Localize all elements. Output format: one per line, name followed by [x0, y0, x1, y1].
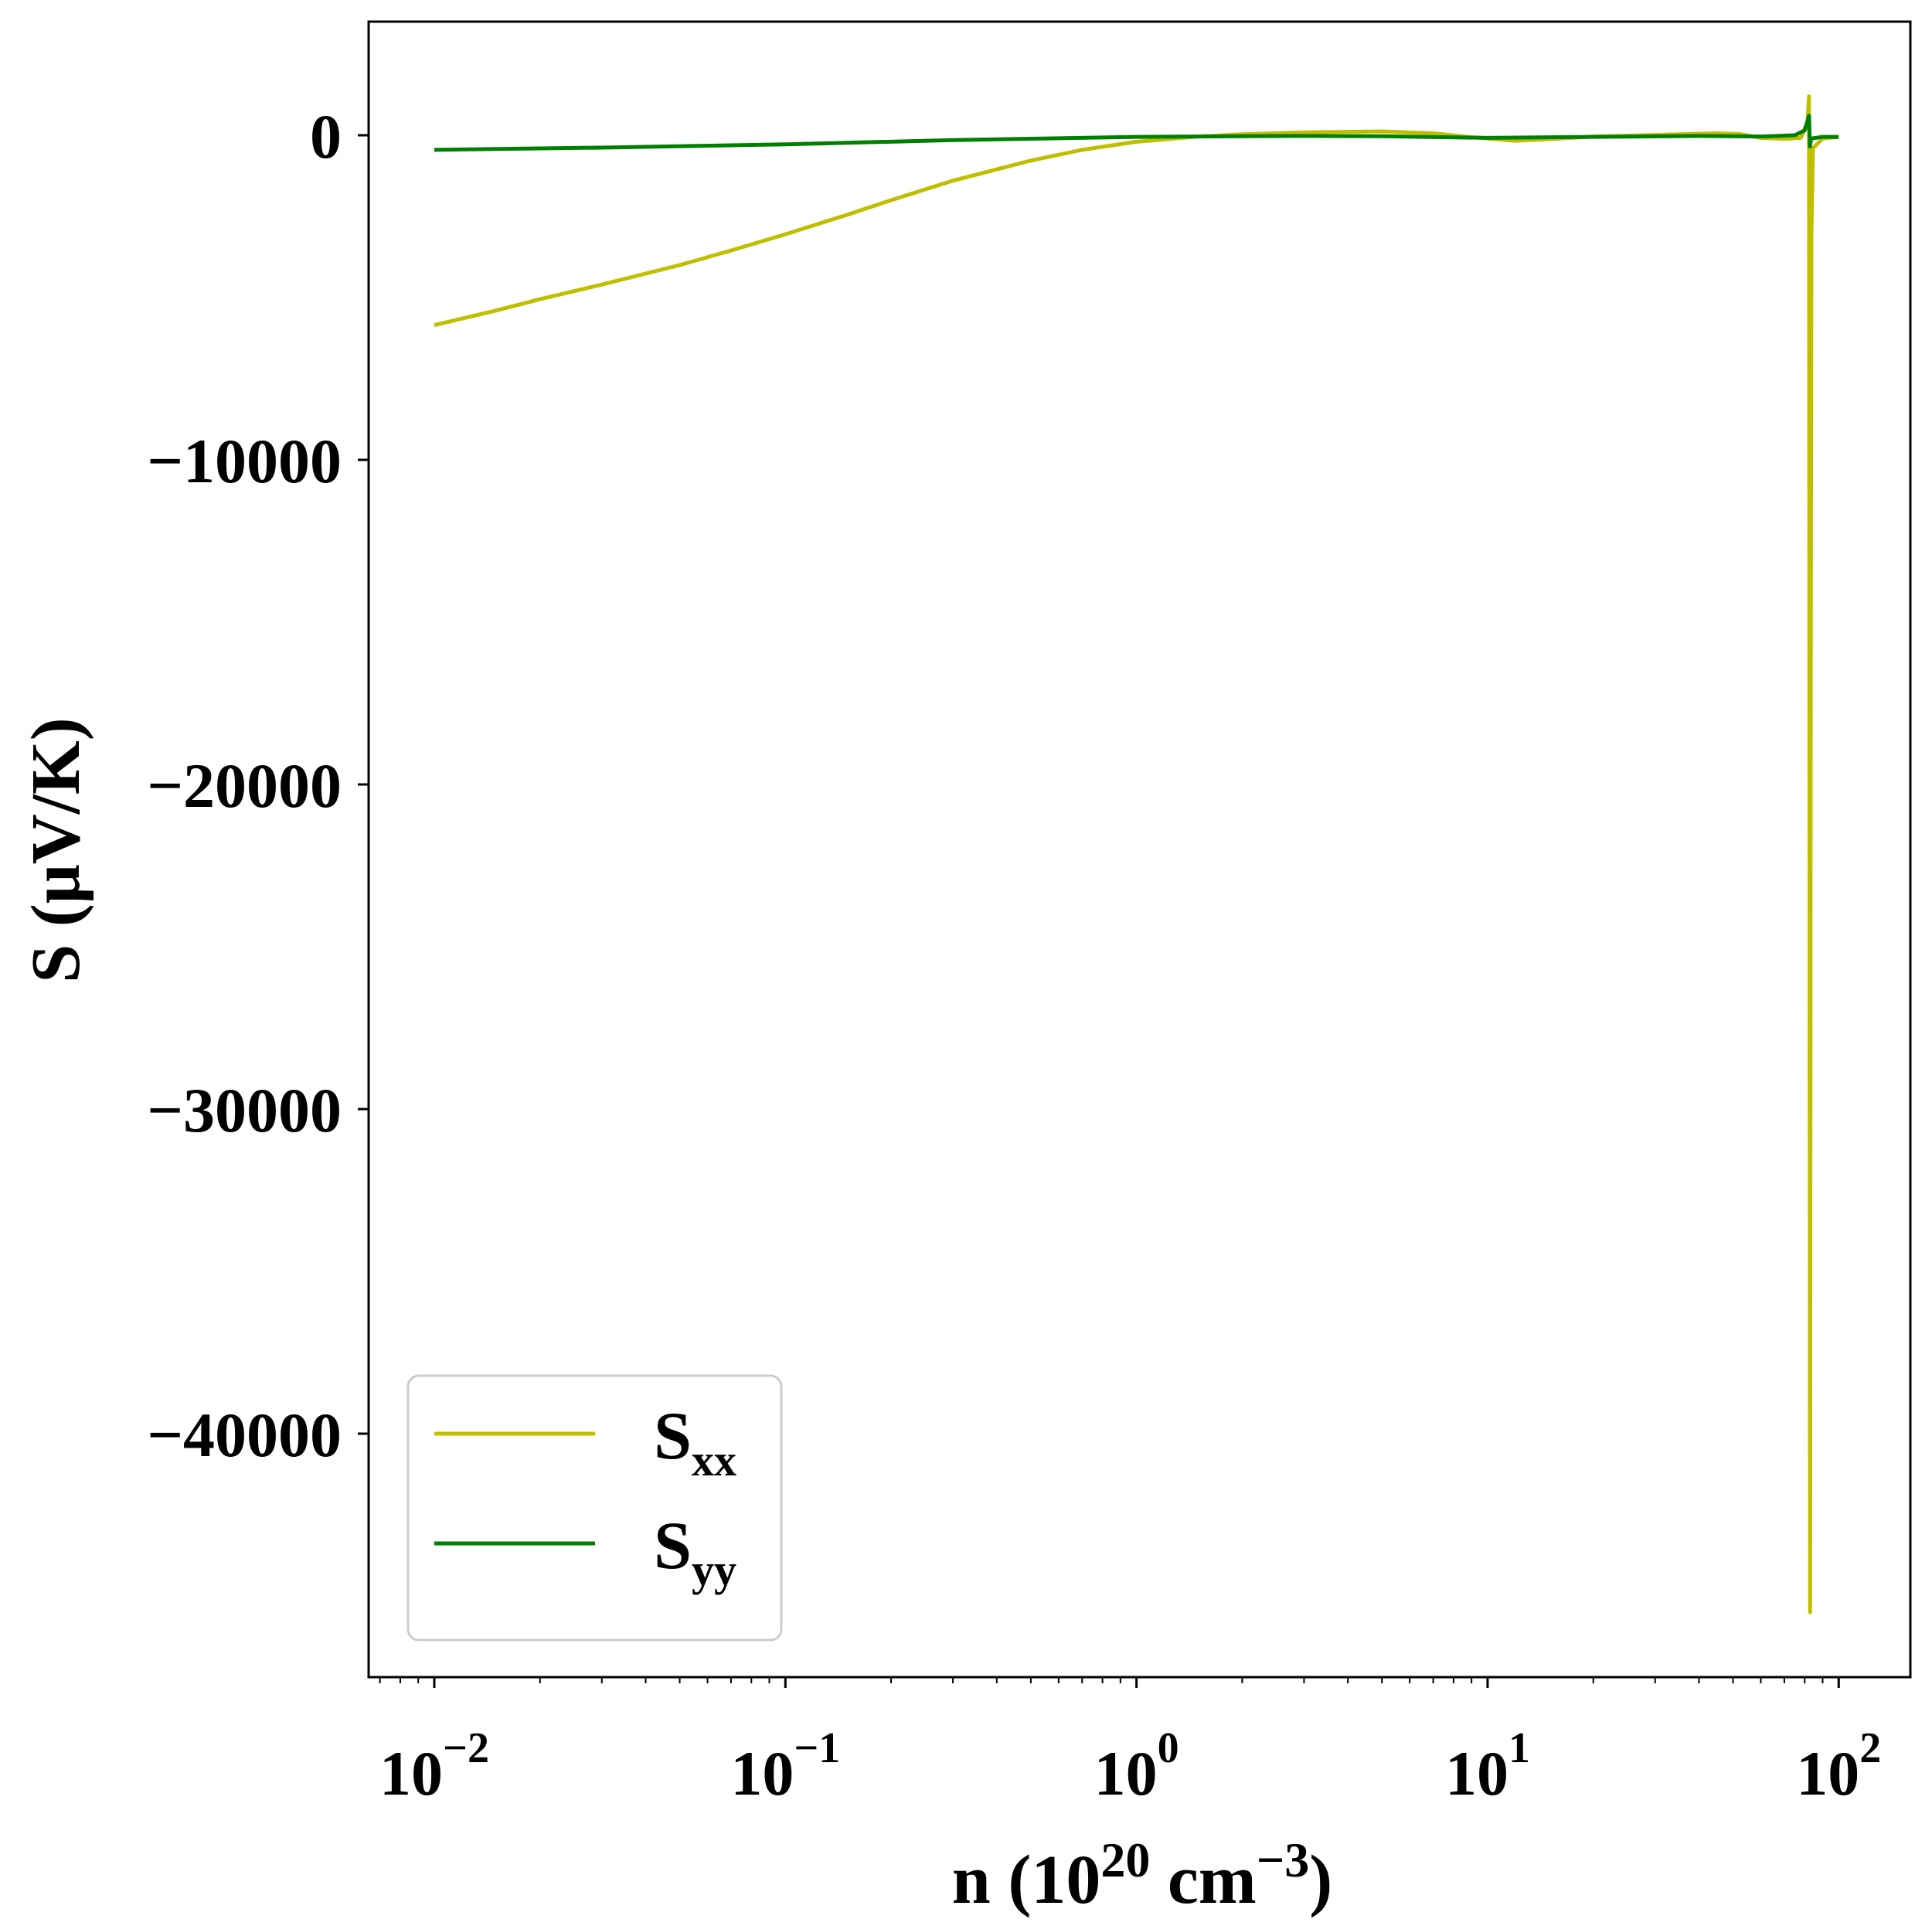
y-tick-label: −40000 [147, 1400, 342, 1470]
y-tick-label: −20000 [147, 750, 342, 821]
legend-label: Sxx [654, 1399, 736, 1485]
x-tick-label: 10−1 [730, 1724, 840, 1809]
legend-label: Syy [654, 1509, 736, 1595]
x-tick-label: 10−2 [379, 1724, 489, 1809]
y-tick-label: 0 [310, 101, 342, 172]
x-tick-label: 100 [1094, 1724, 1179, 1809]
x-tick-label: 101 [1445, 1724, 1530, 1809]
plot-frame [367, 20, 1912, 1679]
y-tick-label: −10000 [147, 426, 342, 496]
y-tick-label: −30000 [147, 1075, 342, 1145]
x-axis-title-sup1: 20 [1100, 1832, 1150, 1887]
x-axis-title: n (1020 cm−3) [952, 1832, 1332, 1918]
y-axis: 0 −10000 −20000 −30000 −40000 [147, 101, 369, 1470]
legend: Sxx Syy [406, 1374, 783, 1642]
plot-area [367, 20, 1912, 1679]
x-axis: 10−2 10−1 100 101 102 [379, 1677, 1881, 1809]
y-axis-title: S (μV/K) [18, 717, 94, 983]
legend-box [406, 1374, 783, 1642]
series-group [434, 94, 1839, 1615]
x-tick-label: 102 [1796, 1724, 1881, 1809]
x-axis-title-sup2: −3 [1257, 1832, 1309, 1887]
series-line-syy [434, 114, 1839, 152]
